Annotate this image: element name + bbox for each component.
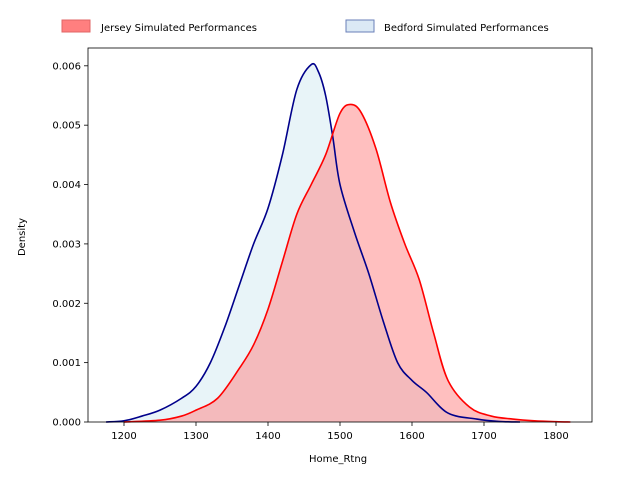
y-tick-label: 0.002 bbox=[52, 299, 81, 310]
series-line-0 bbox=[123, 103, 571, 423]
x-tick-label: 1200 bbox=[111, 431, 136, 442]
x-tick-label: 1400 bbox=[255, 431, 280, 442]
legend-swatch-jersey bbox=[61, 19, 91, 33]
x-tick-label: 1700 bbox=[471, 431, 496, 442]
y-tick-label: 0.003 bbox=[52, 239, 81, 250]
x-tick-label: 1500 bbox=[327, 431, 352, 442]
legend-swatch-bedford bbox=[345, 19, 375, 33]
y-axis-label: Density bbox=[17, 218, 28, 256]
legend-label-jersey: Jersey Simulated Performances bbox=[100, 23, 257, 34]
y-tick-label: 0.000 bbox=[52, 418, 81, 429]
legend-label-bedford: Bedford Simulated Performances bbox=[384, 23, 549, 34]
y-tick-label: 0.004 bbox=[52, 180, 81, 191]
y-tick-label: 0.005 bbox=[52, 121, 81, 132]
legend: Jersey Simulated Performances Bedford Si… bbox=[61, 19, 549, 34]
x-tick-label: 1300 bbox=[183, 431, 208, 442]
axes: 1200 1300 1400 1500 1600 1700 1800 0.000 0.001 0.… bbox=[52, 47, 593, 442]
x-tick-label: 1800 bbox=[543, 431, 568, 442]
y-tick-label: 0.006 bbox=[52, 61, 81, 72]
series-line-1 bbox=[105, 62, 521, 423]
plot-area bbox=[105, 62, 571, 423]
y-tick-label: 0.001 bbox=[52, 358, 81, 369]
x-axis-label: Home_Rtng bbox=[309, 454, 367, 465]
x-tick-label: 1600 bbox=[399, 431, 424, 442]
series-area-0 bbox=[124, 104, 571, 423]
